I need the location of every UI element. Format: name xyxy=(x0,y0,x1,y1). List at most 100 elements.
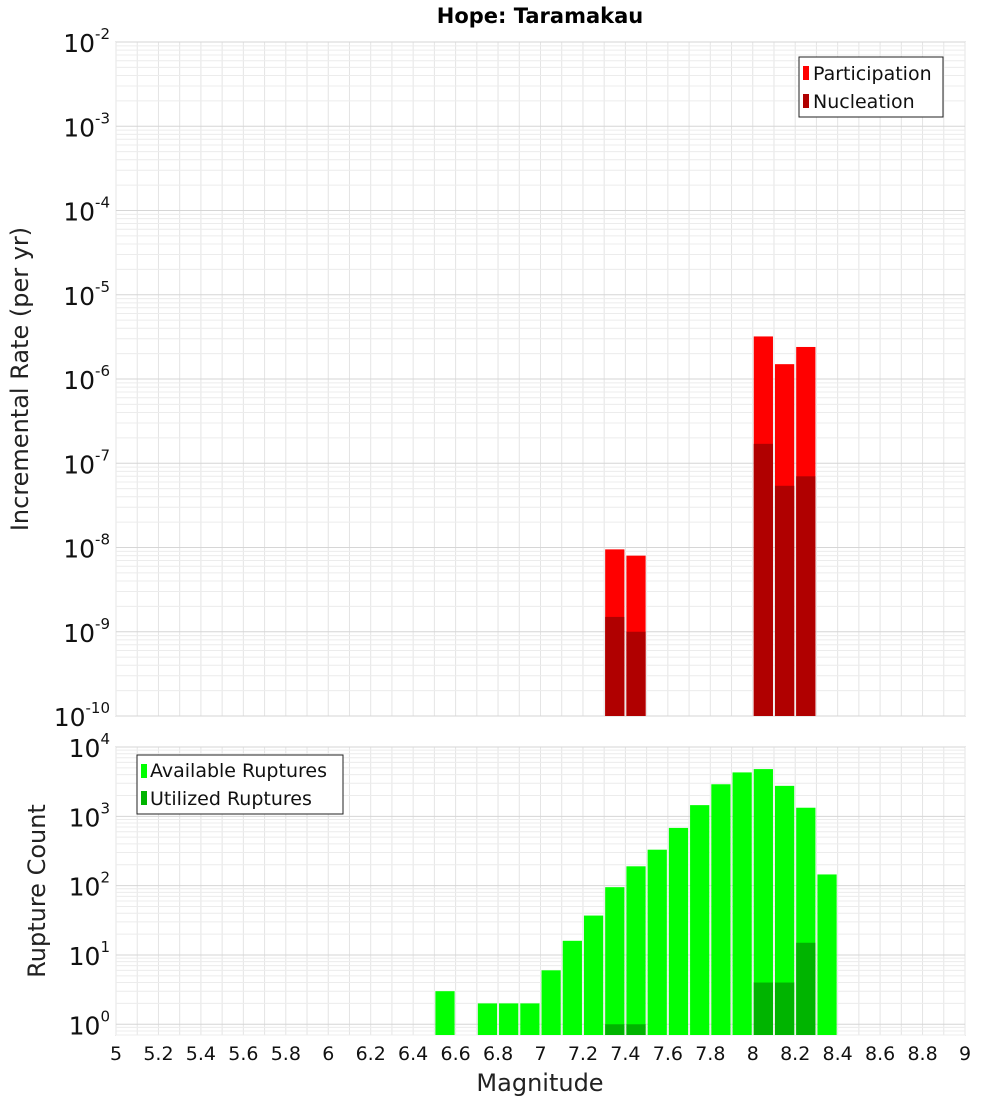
bottom-y-tick-label-exponent: 1 xyxy=(100,938,110,956)
top-y-tick-label-exponent: -9 xyxy=(95,615,110,633)
bottom-y-tick-label: 101 xyxy=(69,938,110,971)
top-y-tick-label-base: 10 xyxy=(63,282,95,311)
bar-available-ruptures xyxy=(647,849,667,1035)
bar-available-ruptures xyxy=(520,1003,540,1035)
top-bars xyxy=(605,336,816,716)
top-y-axis-label: Incremental Rate (per yr) xyxy=(6,227,34,531)
top-y-tick-label-exponent: -5 xyxy=(95,278,110,296)
top-y-tick-label-exponent: -6 xyxy=(95,362,110,380)
top-y-ticks: 10-210-310-410-510-610-710-810-910-10 xyxy=(54,25,110,732)
x-tick-label: 8.2 xyxy=(780,1043,810,1065)
bottom-y-tick-label: 103 xyxy=(69,799,110,832)
bar-nucleation xyxy=(626,631,646,716)
top-y-tick-label-exponent: -4 xyxy=(95,194,110,212)
x-tick-label: 6 xyxy=(322,1043,334,1065)
top-y-tick-label-exponent: -7 xyxy=(95,446,110,464)
bottom-y-tick-label-exponent: 4 xyxy=(100,730,110,748)
legend-swatch-participation xyxy=(803,66,809,80)
legend-swatch-utilized-ruptures xyxy=(141,791,147,805)
top-y-tick-label: 10-5 xyxy=(63,278,110,311)
bottom-y-tick-label-base: 10 xyxy=(69,734,101,763)
x-tick-label: 5.2 xyxy=(143,1043,173,1065)
top-y-tick-label-base: 10 xyxy=(63,113,95,142)
x-tick-label: 6.2 xyxy=(356,1043,386,1065)
bottom-y-tick-label-exponent: 3 xyxy=(100,799,110,817)
bar-available-ruptures xyxy=(562,940,582,1035)
bar-available-ruptures xyxy=(477,1003,498,1035)
bottom-y-axis-label: Rupture Count xyxy=(23,804,51,978)
bar-nucleation xyxy=(774,485,795,716)
legend-label-available-ruptures: Available Ruptures xyxy=(150,760,327,782)
bar-available-ruptures xyxy=(711,784,731,1035)
legend-swatch-available-ruptures xyxy=(141,764,147,778)
legend-label-nucleation: Nucleation xyxy=(813,91,915,113)
bottom-y-tick-label: 100 xyxy=(69,1007,110,1040)
bottom-legend: Available Ruptures Utilized Ruptures xyxy=(136,754,344,815)
legend-label-participation: Participation xyxy=(813,63,932,85)
bar-utilized-ruptures xyxy=(605,1024,625,1035)
bottom-legend-box xyxy=(136,754,344,815)
bar-available-ruptures xyxy=(541,970,561,1035)
bar-utilized-ruptures xyxy=(774,982,795,1035)
bar-available-ruptures xyxy=(732,772,752,1035)
x-tick-label: 5.8 xyxy=(271,1043,301,1065)
top-y-tick-label-base: 10 xyxy=(63,198,95,227)
bottom-y-tick-label-exponent: 0 xyxy=(100,1007,110,1025)
bottom-y-tick-label-base: 10 xyxy=(69,1011,101,1040)
x-tick-label: 9 xyxy=(959,1043,971,1065)
bar-nucleation xyxy=(796,476,816,716)
x-tick-label: 8.8 xyxy=(907,1043,937,1065)
x-ticks: 5 5.2 5.4 5.6 5.8 6 6.2 6.4 6.6 6.8 7 7.2 7.4 7.6 7.8 8… xyxy=(110,1043,971,1065)
top-grid xyxy=(115,41,966,717)
top-y-tick-label-base: 10 xyxy=(63,535,95,564)
bar-available-ruptures xyxy=(774,785,795,1035)
bottom-y-tick-label-base: 10 xyxy=(69,803,101,832)
x-tick-label: 5.4 xyxy=(186,1043,216,1065)
bar-available-ruptures xyxy=(605,887,625,1035)
top-y-tick-label: 10-6 xyxy=(63,362,110,395)
bar-available-ruptures xyxy=(626,866,646,1035)
top-y-tick-label-base: 10 xyxy=(63,366,95,395)
top-y-tick-label-base: 10 xyxy=(63,29,95,58)
top-y-tick-label-exponent: -2 xyxy=(95,25,110,43)
bottom-y-tick-label: 102 xyxy=(69,869,110,902)
bar-utilized-ruptures xyxy=(796,942,816,1035)
bar-available-ruptures xyxy=(435,991,455,1035)
x-tick-label: 7 xyxy=(534,1043,546,1065)
top-y-tick-label: 10-7 xyxy=(63,446,110,479)
top-y-tick-label-exponent: -8 xyxy=(95,531,110,549)
top-y-tick-label-exponent: -3 xyxy=(95,109,110,127)
bar-available-ruptures xyxy=(753,769,773,1035)
x-tick-label: 7.4 xyxy=(610,1043,640,1065)
x-tick-label: 8 xyxy=(747,1043,759,1065)
top-y-tick-label: 10-3 xyxy=(63,109,110,142)
x-tick-label: 5 xyxy=(110,1043,122,1065)
bar-available-ruptures xyxy=(499,1003,519,1035)
legend-label-utilized-ruptures: Utilized Ruptures xyxy=(150,788,312,810)
x-tick-label: 7.2 xyxy=(568,1043,598,1065)
chart-title: Hope: Taramakau xyxy=(437,4,643,28)
top-y-tick-label: 10-9 xyxy=(63,615,110,648)
x-tick-label: 7.6 xyxy=(653,1043,683,1065)
top-legend: Participation Nucleation xyxy=(798,56,944,118)
top-y-tick-label-base: 10 xyxy=(63,619,95,648)
x-tick-label: 6.4 xyxy=(398,1043,428,1065)
bar-available-ruptures xyxy=(668,827,689,1035)
x-axis-label: Magnitude xyxy=(476,1069,603,1097)
top-legend-box xyxy=(798,56,944,118)
top-y-tick-label-base: 10 xyxy=(54,703,86,732)
bar-nucleation xyxy=(753,443,773,716)
bar-available-ruptures xyxy=(583,915,604,1035)
x-tick-label: 6.6 xyxy=(440,1043,470,1065)
x-tick-label: 8.4 xyxy=(823,1043,853,1065)
bar-available-ruptures xyxy=(690,805,710,1035)
bottom-y-tick-label-exponent: 2 xyxy=(100,869,110,887)
bar-nucleation xyxy=(605,616,625,716)
top-y-tick-label: 10-8 xyxy=(63,531,110,564)
bar-available-ruptures xyxy=(817,874,837,1035)
x-tick-label: 5.6 xyxy=(228,1043,258,1065)
bar-utilized-ruptures xyxy=(753,982,773,1035)
bottom-y-tick-label: 104 xyxy=(69,730,110,763)
top-y-tick-label-exponent: -10 xyxy=(86,699,111,717)
